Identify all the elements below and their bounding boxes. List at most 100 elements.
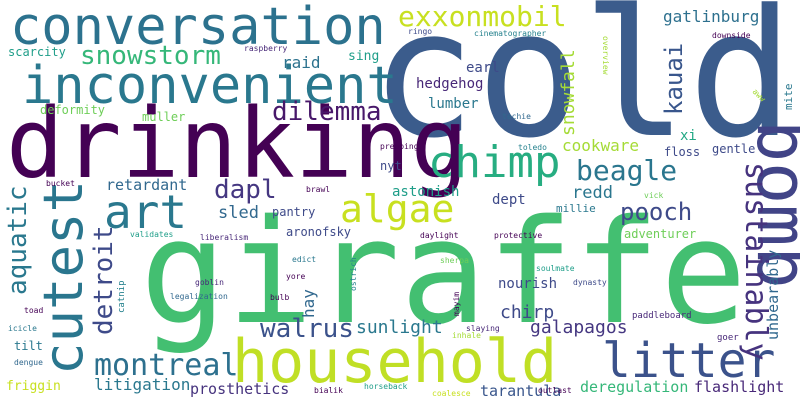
word-xi: xi bbox=[680, 128, 697, 144]
word-catnip: catnip bbox=[117, 280, 127, 313]
word-bulb: bulb bbox=[270, 293, 289, 302]
word-algae: algae bbox=[340, 187, 454, 231]
word-vick: vick bbox=[644, 191, 663, 200]
word-daylight: daylight bbox=[420, 231, 459, 240]
word-walrus: walrus bbox=[260, 314, 354, 344]
word-household: household bbox=[232, 327, 557, 397]
word-overview: overview bbox=[601, 36, 610, 75]
word-validates: validates bbox=[130, 230, 174, 239]
word-techie: techie bbox=[502, 112, 531, 121]
word-goer: goer bbox=[717, 333, 739, 343]
word-aquatic: aquatic bbox=[3, 185, 33, 295]
word-millie: millie bbox=[556, 202, 596, 215]
word-snowfall: snowfall bbox=[558, 49, 579, 136]
word-slaying: slaying bbox=[466, 324, 500, 333]
word-giraffe: giraffe bbox=[140, 188, 747, 356]
word-liberalism: liberalism bbox=[200, 233, 248, 242]
word-adventurer: adventurer bbox=[624, 227, 696, 241]
word-tilt: tilt bbox=[14, 339, 43, 353]
word-friggin: friggin bbox=[6, 379, 61, 394]
word-toad: toad bbox=[24, 306, 43, 315]
word-kauai: kauai bbox=[660, 43, 688, 115]
word-detroit: detroit bbox=[89, 225, 119, 335]
word-yore: yore bbox=[286, 272, 305, 281]
word-edict: edict bbox=[292, 255, 316, 264]
word-drinking: drinking bbox=[6, 88, 468, 200]
word-conversation: conversation bbox=[10, 0, 386, 57]
word-sunlight: sunlight bbox=[356, 317, 443, 338]
word-tarantula: tarantula bbox=[480, 382, 561, 400]
word-protective: protective bbox=[494, 231, 542, 240]
word-dept: dept bbox=[492, 192, 526, 208]
word-outlast: outlast bbox=[538, 386, 572, 395]
word-beagle: beagle bbox=[576, 154, 677, 187]
word-astonish: astonish bbox=[392, 184, 459, 200]
word-flashlight: flashlight bbox=[694, 378, 784, 396]
word-montreal: montreal bbox=[94, 348, 239, 383]
word-goblin: goblin bbox=[195, 278, 224, 287]
word-mite: mite bbox=[782, 84, 795, 111]
word-dapl: dapl bbox=[214, 175, 277, 205]
word-coalesce: coalesce bbox=[432, 389, 471, 398]
word-inhale: inhale bbox=[452, 331, 481, 340]
word-downside: downside bbox=[712, 31, 751, 40]
word-chirp: chirp bbox=[500, 302, 554, 323]
word-soulmate: soulmate bbox=[536, 264, 575, 273]
word-earl: earl bbox=[466, 60, 500, 76]
word-bomb: bomb bbox=[741, 120, 800, 289]
word-exxonmobil: exxonmobil bbox=[398, 0, 567, 33]
word-legalization: legalization bbox=[170, 292, 228, 301]
word-aronofsky: aronofsky bbox=[286, 225, 351, 239]
word-raid: raid bbox=[282, 53, 321, 72]
word-inconvenient: inconvenient bbox=[22, 56, 398, 116]
word-scarcity: scarcity bbox=[8, 45, 66, 59]
word-pooch: pooch bbox=[620, 198, 692, 226]
word-litigation: litigation bbox=[94, 375, 190, 394]
word-galapagos: galapagos bbox=[530, 317, 628, 338]
word-cold: cold bbox=[370, 0, 794, 177]
word-muller: muller bbox=[142, 110, 185, 124]
word-toledo: toledo bbox=[518, 143, 547, 152]
word-raspberry: raspberry bbox=[244, 44, 288, 53]
word-mayim: mayim bbox=[452, 292, 461, 316]
word-deformity: deformity bbox=[40, 103, 105, 117]
word-ostrich: ostrich bbox=[349, 257, 358, 291]
word-nyt: nyt bbox=[380, 159, 402, 173]
word-chimp: chimp bbox=[428, 137, 560, 188]
word-floss: floss bbox=[664, 145, 700, 159]
word-paddleboard: paddleboard bbox=[632, 311, 692, 321]
word-lumber: lumber bbox=[428, 96, 479, 112]
word-sing: sing bbox=[348, 49, 379, 64]
word-cookware: cookware bbox=[562, 136, 639, 155]
word-dengue: dengue bbox=[14, 358, 43, 367]
word-pantry: pantry bbox=[272, 205, 315, 219]
word-hedgehog: hedgehog bbox=[416, 76, 483, 92]
word-horseback: horseback bbox=[364, 382, 408, 391]
word-hay: hay bbox=[299, 289, 318, 318]
word-gentle: gentle bbox=[712, 142, 755, 156]
word-ringo: ringo bbox=[408, 27, 432, 36]
word-unbearably: unbearably bbox=[764, 250, 782, 340]
word-litter: litter bbox=[602, 333, 775, 389]
word-snowstorm: snowstorm bbox=[80, 41, 221, 71]
word-sled: sled bbox=[218, 203, 259, 223]
word-redd: redd bbox=[572, 183, 613, 203]
word-dynasty: dynasty bbox=[573, 278, 607, 287]
word-dilemma: dilemma bbox=[272, 97, 382, 127]
word-cutest: cutest bbox=[32, 180, 95, 375]
word-art: art bbox=[104, 185, 187, 239]
word-brawl: brawl bbox=[306, 185, 330, 194]
word-sustainably: sustainably bbox=[738, 162, 773, 361]
word-retardant: retardant bbox=[106, 176, 187, 194]
word-gatlinburg: gatlinburg bbox=[663, 7, 759, 26]
word-bucket: bucket bbox=[46, 179, 75, 188]
word-nourish: nourish bbox=[498, 276, 557, 292]
word-bialik: bialik bbox=[314, 386, 343, 395]
word-deregulation: deregulation bbox=[580, 378, 688, 396]
word-prosthetics: prosthetics bbox=[190, 380, 289, 398]
word-icicle: icicle bbox=[8, 324, 37, 333]
word-sherpa: sherpa bbox=[440, 256, 469, 265]
